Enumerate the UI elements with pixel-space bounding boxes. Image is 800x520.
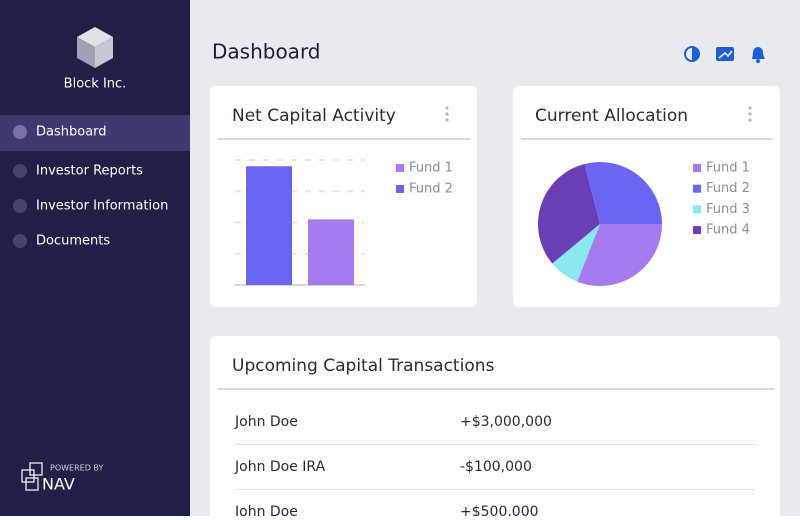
divider: [218, 138, 470, 140]
row-name: John Doe: [234, 414, 298, 430]
divider: [521, 138, 773, 140]
row-divider: [235, 489, 756, 490]
nav-icon: [13, 199, 27, 213]
nav-icon: [13, 234, 27, 248]
nav-item[interactable]: Investor Reports: [36, 164, 143, 179]
nav-logo: [21, 462, 43, 491]
nav-item[interactable]: Investor Information: [36, 199, 168, 214]
kebab-menu[interactable]: [748, 106, 752, 122]
bar: [246, 166, 292, 285]
row-amount: -$100,000: [460, 459, 532, 475]
card-title: Current Allocation: [535, 106, 688, 126]
legend-label: Fund 2: [706, 181, 750, 196]
logo: [77, 27, 113, 68]
nav-item[interactable]: Dashboard: [36, 125, 107, 140]
legend-swatch: [693, 226, 701, 235]
page-title: Dashboard: [212, 40, 321, 64]
brand: Block Inc.: [64, 77, 127, 92]
kebab-menu[interactable]: [445, 106, 449, 122]
row-name: John Doe: [234, 504, 298, 516]
divider: [218, 388, 774, 390]
card-title: Upcoming Capital Transactions: [232, 356, 494, 376]
row-divider: [235, 444, 756, 445]
row-name: John Doe IRA: [234, 459, 326, 475]
chart-icon[interactable]: [716, 47, 734, 61]
legend-swatch: [396, 185, 404, 193]
legend-swatch: [693, 164, 701, 172]
row-amount: +$3,000,000: [460, 414, 552, 430]
powered-by: POWERED BY: [50, 464, 103, 473]
nav-icon: [13, 125, 27, 139]
legend-swatch: [693, 205, 701, 214]
nav-icon: [13, 164, 27, 178]
legend-label: Fund 1: [706, 161, 750, 176]
legend-label: Fund 1: [409, 161, 453, 176]
pie-slice: [552, 224, 600, 282]
pie-slice: [577, 224, 662, 286]
card: [210, 336, 780, 520]
row-amount: +$500,000: [460, 504, 539, 516]
legend-label: Fund 4: [706, 223, 750, 238]
legend-swatch: [693, 184, 701, 193]
legend-swatch: [396, 164, 404, 172]
nav-brand: NAV: [42, 475, 75, 494]
legend-label: Fund 2: [409, 182, 453, 197]
nav-item[interactable]: Documents: [36, 234, 110, 249]
nav-active: [0, 115, 190, 151]
card-title: Net Capital Activity: [232, 106, 396, 126]
bar: [308, 219, 354, 285]
pie-slice: [538, 163, 600, 264]
theme-icon[interactable]: [684, 46, 700, 62]
pie-slice: [584, 162, 662, 224]
bell-icon[interactable]: [752, 47, 765, 63]
sidebar: [0, 0, 190, 516]
legend-label: Fund 3: [706, 202, 750, 217]
